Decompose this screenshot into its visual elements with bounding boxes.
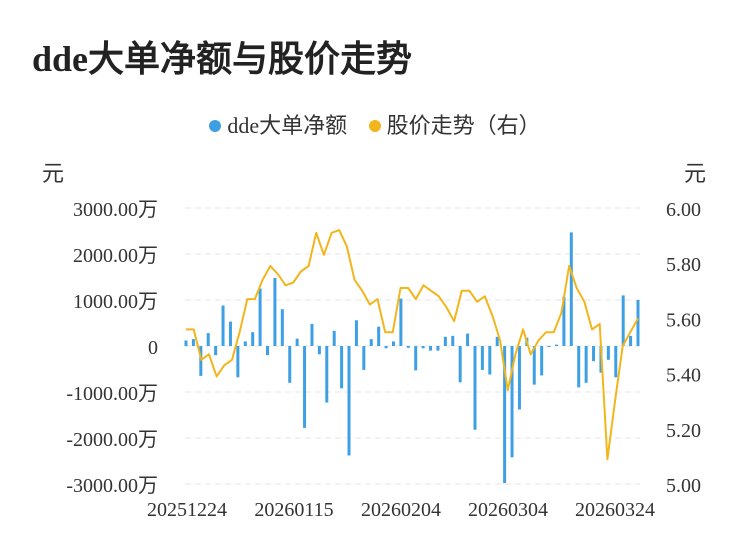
bar: [414, 346, 418, 371]
legend-label-bar: dde大单净额: [227, 113, 348, 138]
bar: [325, 346, 329, 403]
bar: [540, 346, 544, 376]
bar: [562, 296, 566, 346]
bar: [206, 333, 210, 346]
legend-dot-line: [368, 120, 381, 132]
y-right-tick-label: 5.80: [666, 254, 701, 276]
bar: [503, 346, 507, 484]
chart-title: dde大单净额与股价走势: [32, 39, 413, 79]
bar: [532, 346, 536, 385]
bar: [347, 346, 351, 456]
bar: [221, 305, 225, 346]
bar: [377, 326, 381, 346]
bar: [236, 346, 240, 378]
x-tick-label: 20260304: [468, 499, 548, 521]
bar: [332, 330, 336, 346]
bar: [214, 346, 218, 356]
bar: [621, 295, 625, 346]
x-tick-label: 20260115: [254, 499, 333, 521]
bar: [369, 339, 373, 346]
bar: [243, 341, 247, 346]
bar: [384, 346, 388, 349]
x-tick-label: 20260324: [575, 499, 655, 521]
right-axis-unit: 元: [684, 161, 707, 186]
bar: [317, 346, 321, 355]
y-left-tick-label: -1000.00万: [66, 383, 158, 405]
bar: [421, 346, 425, 349]
y-left-tick-label: 1000.00万: [73, 291, 158, 313]
bar: [451, 335, 455, 346]
bar: [399, 298, 403, 346]
bar: [199, 346, 203, 376]
bar: [458, 346, 462, 383]
legend-item-bar[interactable]: dde大单净额: [209, 108, 347, 140]
bar: [466, 333, 470, 346]
bar: [636, 300, 640, 346]
bar: [569, 232, 573, 346]
bar: [391, 341, 395, 346]
bar: [554, 344, 558, 346]
y-right-tick-label: 6.00: [666, 199, 701, 221]
bar: [436, 346, 440, 351]
legend-dot-bar: [209, 120, 222, 132]
bar: [495, 336, 499, 346]
bar: [288, 346, 292, 383]
bar: [629, 335, 633, 346]
left-axis-unit: 元: [42, 161, 65, 186]
bar: [488, 346, 492, 375]
bar: [251, 332, 255, 346]
bar: [510, 346, 514, 458]
bar: [310, 323, 314, 346]
bar: [340, 346, 344, 389]
x-tick-label: 20260204: [361, 499, 441, 521]
bar: [258, 288, 262, 346]
legend-item-line[interactable]: 股价走势（右）: [368, 108, 541, 140]
y-left-tick-label: -3000.00万: [66, 475, 158, 497]
bar: [592, 346, 596, 362]
y-left-tick-label: -2000.00万: [66, 429, 158, 451]
y-right-tick-label: 5.00: [666, 475, 701, 497]
y-left-tick-label: 0: [148, 337, 158, 359]
y-left-tick-label: 3000.00万: [73, 199, 158, 221]
bar: [577, 346, 581, 388]
bar: [266, 346, 270, 356]
price-line: [186, 229, 639, 461]
y-right-tick-label: 5.40: [666, 365, 701, 387]
bar: [443, 336, 447, 346]
bar: [303, 346, 307, 428]
bar: [584, 346, 588, 383]
bar: [273, 277, 277, 346]
legend-label-line: 股价走势（右）: [386, 113, 541, 138]
bar: [517, 346, 521, 410]
bar: [354, 320, 358, 346]
legend: dde大单净额 股价走势（右）: [0, 108, 750, 140]
bar: [362, 346, 366, 370]
bar: [406, 346, 410, 348]
y-left-tick-label: 2000.00万: [73, 245, 158, 267]
x-tick-label: 20251224: [147, 499, 227, 521]
bar: [429, 346, 433, 351]
bar: [473, 346, 477, 430]
bar: [191, 339, 195, 346]
y-right-tick-label: 5.60: [666, 309, 701, 331]
bar: [184, 340, 188, 346]
bar: [228, 321, 232, 346]
y-right-tick-label: 5.20: [666, 420, 701, 442]
bar: [606, 346, 610, 360]
bar: [480, 346, 484, 370]
bar: [295, 338, 299, 346]
bar: [280, 309, 284, 346]
bar: [614, 346, 618, 378]
bar: [547, 346, 551, 347]
